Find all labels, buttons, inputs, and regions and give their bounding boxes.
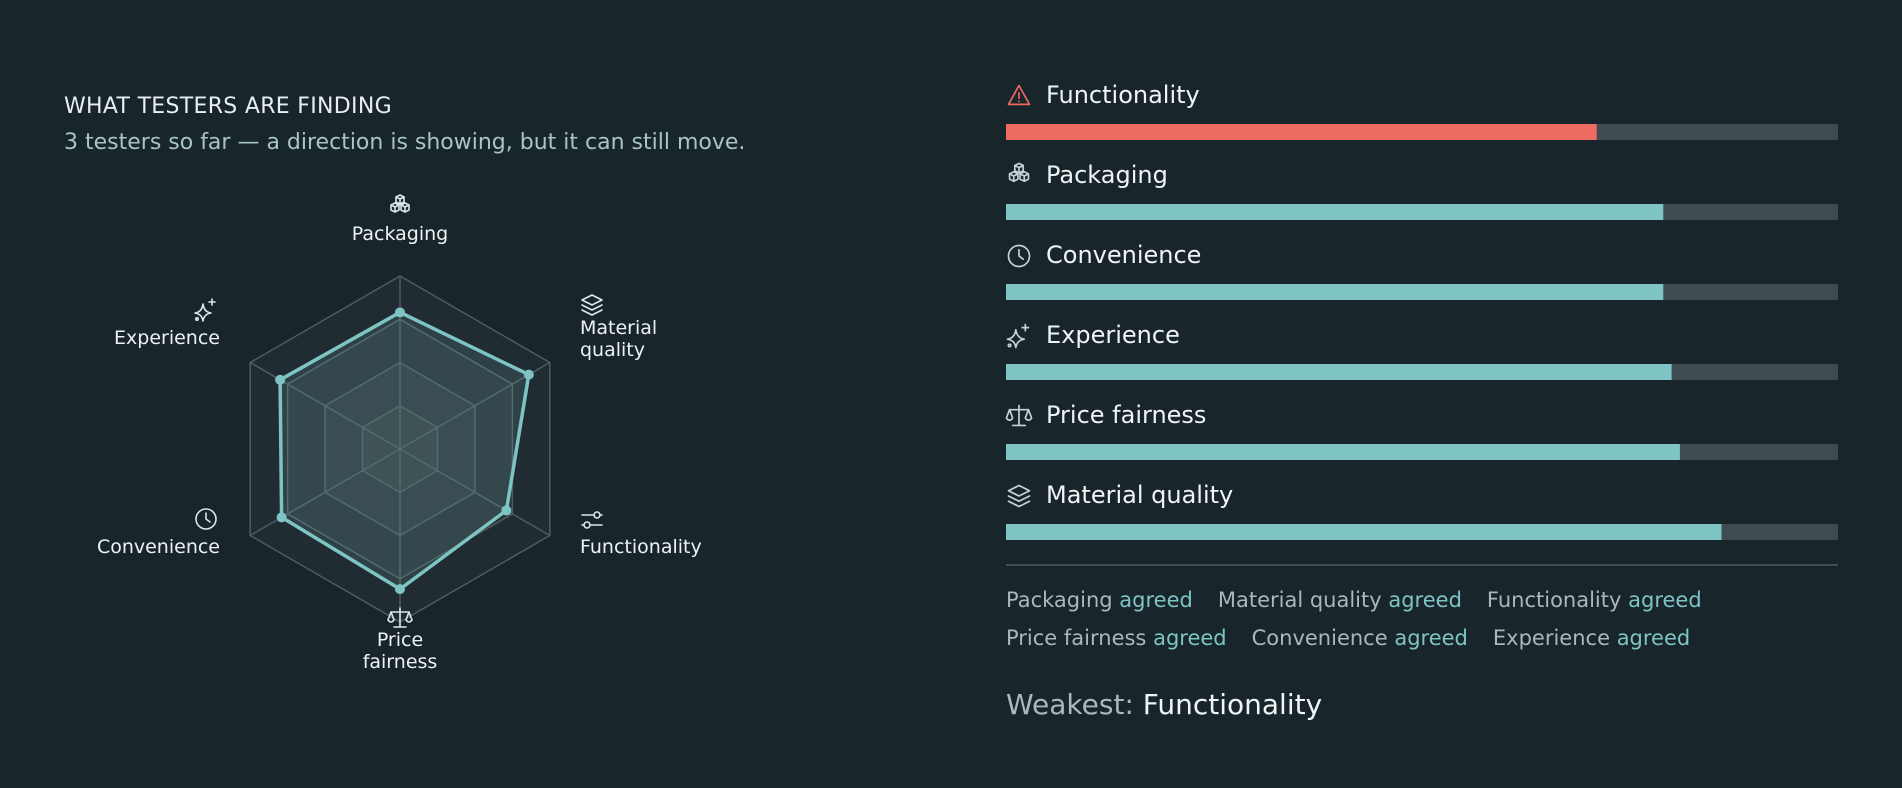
icon-part xyxy=(1021,323,1030,332)
agreement-name: Price fairness xyxy=(1006,626,1147,650)
icon-part xyxy=(387,611,395,623)
agreement-item: Material quality agreed xyxy=(1218,588,1462,612)
icon-part xyxy=(1007,484,1031,497)
agreement-status: agreed xyxy=(1388,588,1462,612)
section-title: WHAT TESTERS ARE FINDING xyxy=(64,94,392,119)
icon xyxy=(1006,323,1030,349)
icon-part xyxy=(1024,408,1033,422)
spoke xyxy=(249,448,401,537)
bar-label: Packaging xyxy=(1046,161,1168,189)
bar-label: Convenience xyxy=(1046,241,1201,269)
weakest-value: Functionality xyxy=(1142,688,1323,721)
icon-part xyxy=(581,514,603,526)
icon-part xyxy=(400,202,410,213)
agreement-status: agreed xyxy=(1628,588,1702,612)
icon-part xyxy=(1007,244,1031,268)
agreement-item: Functionality agreed xyxy=(1487,588,1702,612)
bar xyxy=(1006,124,1597,140)
icon xyxy=(1005,404,1033,427)
spoke xyxy=(249,361,401,450)
radar-point xyxy=(395,307,405,318)
agreement-name: Functionality xyxy=(1486,588,1622,612)
bar-label: Material quality xyxy=(1046,481,1233,509)
radar-point xyxy=(395,584,405,595)
icon xyxy=(194,298,216,322)
radar-point xyxy=(276,512,287,523)
axis-label: Price fairness xyxy=(362,629,438,673)
bar xyxy=(1006,284,1664,300)
icon-part xyxy=(583,521,591,529)
icon-part xyxy=(194,303,212,322)
icon xyxy=(1008,162,1030,183)
spoke xyxy=(399,448,551,537)
icon-part xyxy=(405,611,413,623)
weakest-label: Weakest: xyxy=(1006,688,1134,721)
agreement-name: Packaging xyxy=(1006,588,1113,612)
icon xyxy=(387,607,413,628)
icon-part xyxy=(195,508,217,530)
icon-part xyxy=(1007,343,1012,348)
icon-part xyxy=(1007,84,1031,106)
icon xyxy=(195,508,217,530)
radar-point xyxy=(523,369,534,380)
agreement-item: Convenience agreed xyxy=(1252,626,1468,650)
icon-part xyxy=(390,607,410,628)
icon xyxy=(581,294,603,316)
icon-part xyxy=(1018,164,1025,174)
icon-part xyxy=(581,294,603,306)
agreement-list: Packaging agreed Material quality agreed F… xyxy=(1006,588,1838,650)
agreement-name: Convenience xyxy=(1251,626,1388,650)
agreement-item: Packaging agreed xyxy=(1006,588,1193,612)
icon-part xyxy=(208,298,216,306)
icon-part xyxy=(195,317,200,322)
agreement-status: agreed xyxy=(1119,588,1193,612)
icon xyxy=(1007,84,1031,106)
axis-label: Experience xyxy=(114,327,220,349)
bar xyxy=(1006,524,1722,540)
radar-point xyxy=(275,374,286,385)
icon-part xyxy=(390,202,400,213)
icon-part xyxy=(1019,170,1030,183)
agreement-status: agreed xyxy=(1153,626,1227,650)
icon-part xyxy=(1007,500,1031,508)
bar-label: Price fairness xyxy=(1046,401,1206,429)
axis-label: Packaging xyxy=(351,223,449,245)
agreement-status: agreed xyxy=(1616,626,1691,650)
axis-label: Functionality xyxy=(580,536,702,558)
section-subtitle: 3 testers so far — a direction is showin… xyxy=(64,130,746,155)
bar xyxy=(1006,204,1664,220)
bar xyxy=(1006,444,1680,460)
icon-part xyxy=(581,304,603,311)
axis-label: Convenience xyxy=(96,536,220,558)
icon-part xyxy=(1007,495,1031,503)
icon-part xyxy=(1018,248,1025,260)
bar-label: Experience xyxy=(1046,321,1180,349)
icon xyxy=(581,511,603,529)
agreement-item: Experience agreed xyxy=(1493,626,1690,650)
icon-part xyxy=(1008,404,1030,427)
icon xyxy=(1007,244,1031,268)
icon-part xyxy=(205,512,211,523)
agreement-name: Experience xyxy=(1492,626,1610,650)
axis-label: Material quality xyxy=(580,317,658,361)
radar-point xyxy=(501,505,512,516)
bar xyxy=(1006,364,1672,380)
bar-label: Functionality xyxy=(1046,81,1200,109)
agreement-name: Material quality xyxy=(1217,588,1382,612)
icon-part xyxy=(593,511,601,519)
icon-part xyxy=(399,196,405,205)
icon-part xyxy=(581,309,603,316)
agreement-status: agreed xyxy=(1394,626,1468,650)
icon-part xyxy=(1005,408,1014,422)
weakest: Weakest: Functionality xyxy=(1006,688,1322,721)
icon xyxy=(390,194,410,213)
icon xyxy=(1007,484,1031,508)
agreement-item: Price fairness agreed xyxy=(1006,626,1227,650)
icon-part xyxy=(1008,170,1019,183)
icon-part xyxy=(1006,328,1026,349)
